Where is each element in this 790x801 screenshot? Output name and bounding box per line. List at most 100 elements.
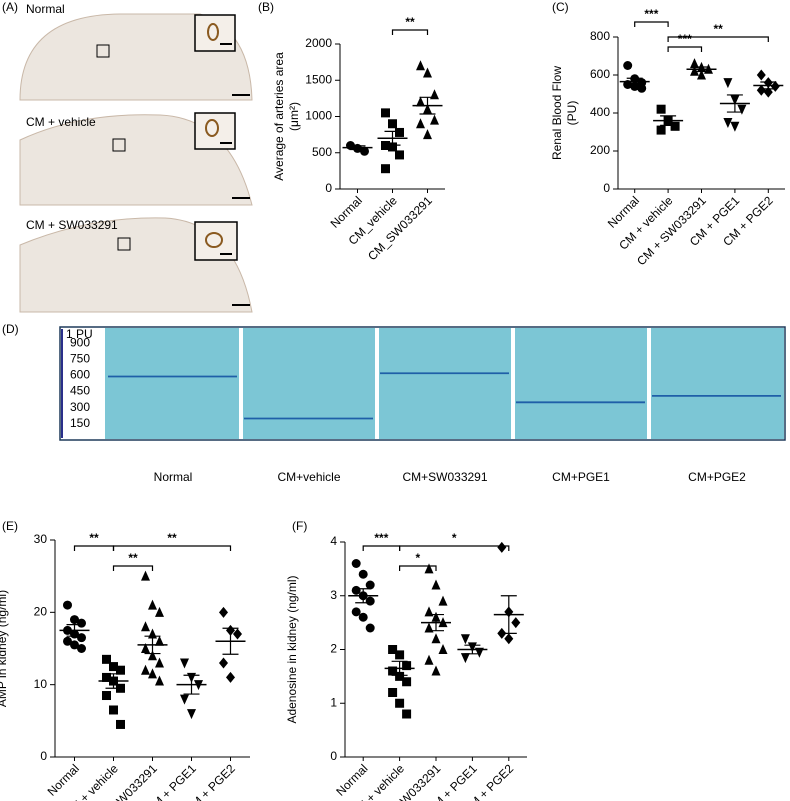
- point: [424, 622, 434, 633]
- y-tick-label: 450: [70, 384, 90, 398]
- point: [155, 675, 164, 686]
- point: [511, 617, 521, 629]
- point: [180, 658, 189, 669]
- point: [395, 650, 405, 660]
- point: [116, 719, 125, 729]
- point: [365, 623, 375, 633]
- y-tick-label: 600: [70, 368, 90, 382]
- point: [723, 78, 733, 89]
- point: [690, 58, 699, 69]
- y-tick-label: 30: [34, 532, 48, 546]
- x-tick-label: CM_SW033291: [365, 193, 435, 263]
- significance-label: ***: [678, 32, 692, 46]
- point: [438, 644, 448, 654]
- point: [70, 615, 79, 625]
- trace-panel: [651, 328, 784, 439]
- artery: [205, 232, 223, 248]
- point: [141, 643, 150, 653]
- y-tick-label: 10: [34, 677, 48, 691]
- error-bar: [222, 627, 239, 655]
- point: [630, 81, 640, 91]
- error-bar: [105, 673, 122, 689]
- significance-label: **: [714, 22, 724, 36]
- point: [460, 634, 470, 645]
- y-tick-label: 600: [590, 67, 610, 81]
- y-tick-label: 2: [330, 642, 337, 656]
- point: [424, 606, 434, 617]
- point: [351, 559, 361, 568]
- point: [424, 654, 434, 665]
- point: [756, 84, 766, 96]
- roi-box: [117, 237, 131, 251]
- y-tick-label: 150: [70, 416, 90, 430]
- point: [77, 618, 86, 628]
- point: [402, 661, 412, 671]
- error-bar: [183, 674, 200, 695]
- point: [416, 118, 425, 129]
- point: [109, 705, 118, 715]
- trace-panel: [105, 328, 239, 439]
- panel-label: (D): [2, 322, 19, 336]
- image: CM + SW033291: [19, 217, 253, 313]
- y-axis-title: Adenosine in kidney (ng/ml): [285, 575, 299, 723]
- error-bar: [660, 115, 677, 126]
- y-tick-label: 800: [590, 29, 610, 43]
- y-tick-label: 3: [330, 588, 337, 602]
- point: [670, 121, 680, 131]
- point: [737, 104, 747, 115]
- y-axis-title: Renal Blood Flow: [550, 66, 564, 160]
- panel-label: (E): [2, 519, 18, 533]
- point: [141, 664, 150, 675]
- significance-bracket: [362, 545, 401, 551]
- point: [180, 694, 189, 705]
- point: [351, 585, 361, 595]
- significance-label: **: [89, 531, 99, 545]
- significance-label: **: [405, 15, 415, 29]
- point: [395, 150, 404, 160]
- point: [102, 654, 111, 664]
- point: [431, 633, 441, 644]
- point: [148, 650, 157, 661]
- significance-bracket: [399, 565, 437, 571]
- point: [155, 635, 164, 646]
- point: [656, 125, 666, 135]
- error-bar: [66, 624, 83, 637]
- error-bar: [419, 96, 436, 115]
- y-tick-label: 0: [330, 749, 337, 763]
- point: [388, 142, 397, 152]
- y-tick-label: 200: [590, 143, 610, 157]
- y-tick-label: 0: [40, 749, 47, 763]
- point: [395, 127, 404, 137]
- point: [697, 69, 706, 80]
- y-tick-label: 4: [330, 534, 337, 548]
- tissue: [19, 13, 253, 101]
- point: [381, 108, 390, 118]
- point: [430, 114, 439, 125]
- point: [423, 129, 432, 140]
- point: [504, 633, 514, 645]
- point: [141, 570, 150, 581]
- image-label: CM + SW033291: [26, 218, 118, 232]
- y-axis-title: 1 PU: [66, 327, 93, 341]
- point: [637, 83, 647, 93]
- point: [155, 657, 164, 668]
- point: [388, 645, 398, 654]
- x-tick-label: CM+SW033291: [402, 470, 487, 484]
- panel-label: (F): [292, 519, 307, 533]
- x-tick-label: Normal: [154, 470, 193, 484]
- error-bar: [693, 66, 710, 73]
- panel-label: (B): [258, 0, 274, 14]
- significance-bracket: [391, 29, 429, 35]
- inset: [194, 14, 236, 52]
- y-tick-label: 0: [603, 181, 610, 195]
- panel-label: (A): [2, 0, 18, 14]
- tissue: [19, 114, 253, 206]
- y-axis-title: (PU): [565, 101, 579, 126]
- error-bar: [391, 660, 408, 676]
- y-tick-label: 900: [70, 335, 90, 349]
- trace-panel: [515, 328, 647, 439]
- y-tick-label: 400: [590, 105, 610, 119]
- y-axis-title: AMP in kidney (ng/ml): [0, 590, 9, 707]
- significance-bracket: [112, 545, 232, 551]
- point: [155, 606, 164, 617]
